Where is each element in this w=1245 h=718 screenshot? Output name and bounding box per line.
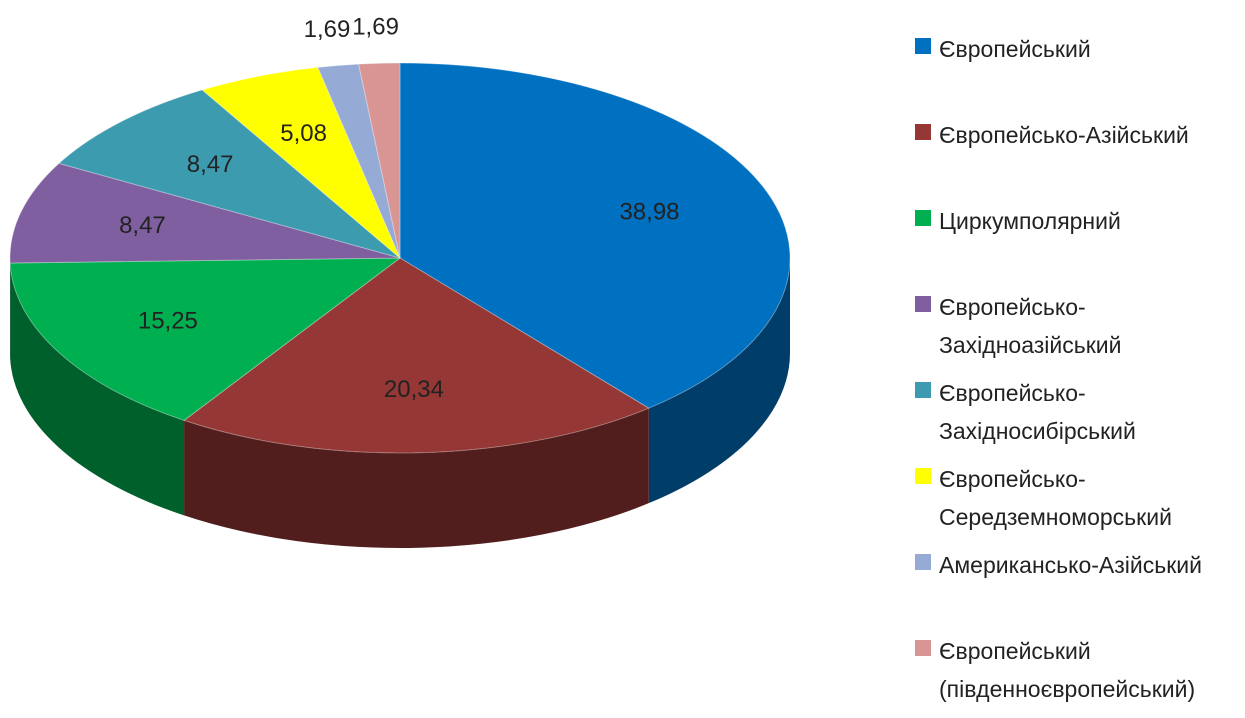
- legend-item: Американсько-Азійський: [915, 546, 1245, 632]
- legend-item: Європейський: [915, 30, 1245, 116]
- legend-label: Європейсько-Азійський: [939, 116, 1241, 154]
- data-label: 8,47: [187, 151, 234, 178]
- legend-swatch: [915, 382, 931, 398]
- legend-swatch: [915, 124, 931, 140]
- legend-swatch: [915, 210, 931, 226]
- data-label: 15,25: [138, 307, 198, 334]
- legend-swatch: [915, 640, 931, 656]
- legend-item: Європейсько-Західносибірський: [915, 374, 1245, 460]
- legend-item: Європейський (південноєвропейський): [915, 632, 1245, 718]
- data-label: 1,69: [352, 14, 399, 41]
- legend-item: Циркумполярний: [915, 202, 1245, 288]
- legend-item: Європейсько-Середземноморський: [915, 460, 1245, 546]
- legend: Європейський Європейсько-Азійський Циркумп…: [915, 30, 1245, 718]
- legend-item: Європейсько-Західноазійський: [915, 288, 1245, 374]
- legend-label: Європейсько-Західноазійський: [939, 288, 1241, 364]
- data-label: 8,47: [119, 212, 166, 239]
- data-label: 20,34: [384, 376, 444, 403]
- data-label: 38,98: [619, 198, 679, 225]
- legend-label: Європейський: [939, 30, 1241, 68]
- legend-label: Циркумполярний: [939, 202, 1241, 240]
- legend-swatch: [915, 554, 931, 570]
- legend-item: Європейсько-Азійський: [915, 116, 1245, 202]
- legend-swatch: [915, 38, 931, 54]
- legend-label: Європейсько-Середземноморський: [939, 460, 1241, 536]
- legend-swatch: [915, 296, 931, 312]
- legend-label: Американсько-Азійський: [939, 546, 1241, 584]
- legend-swatch: [915, 468, 931, 484]
- data-label: 1,69: [304, 16, 351, 43]
- data-label: 5,08: [280, 120, 327, 147]
- legend-label: Європейський (південноєвропейський): [939, 632, 1241, 708]
- legend-label: Європейсько-Західносибірський: [939, 374, 1241, 450]
